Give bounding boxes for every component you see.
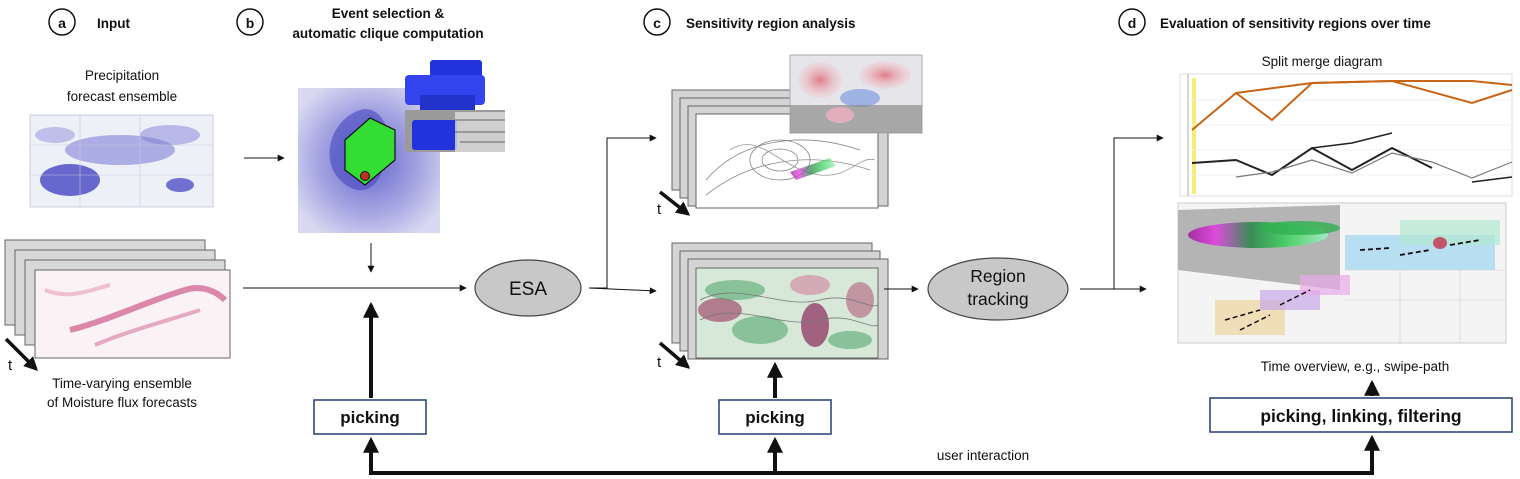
time-label-top: t (657, 201, 662, 218)
step-b-header: b Event selection & automatic clique com… (236, 6, 484, 41)
picking-label-b: picking (340, 408, 400, 427)
step-a-header: a Input (48, 8, 130, 36)
esa-node: ESA (474, 259, 582, 317)
time-label-bottom: t (657, 354, 662, 371)
split-merge-title: Split merge diagram (1262, 54, 1383, 69)
sensitivity-contour-stack (671, 54, 923, 209)
step-d-letter: d (1128, 15, 1137, 31)
event-selection-view (298, 60, 505, 233)
step-c-badge (643, 8, 671, 36)
picking-label-c: picking (745, 408, 805, 427)
user-interaction-label: user interaction (937, 448, 1029, 463)
selection-point-marker (360, 171, 370, 181)
step-b-letter: b (246, 15, 255, 31)
arrow-esa-to-regions (588, 287, 657, 295)
step-b-title-line2: automatic clique computation (292, 26, 483, 41)
step-d-title: Evaluation of sensitivity regions over t… (1160, 16, 1431, 31)
region-tracking-line1: Region (970, 266, 1025, 286)
time-label-input: t (8, 357, 13, 374)
region-tracking-node: Region tracking (927, 257, 1069, 321)
step-d-badge (1118, 8, 1146, 36)
time-arrow-input (4, 337, 38, 371)
selection-polygon (344, 117, 396, 186)
step-b-title-line1: Event selection & (332, 6, 445, 21)
time-arrow-top (658, 190, 691, 216)
precip-forecast-map (29, 114, 214, 208)
moisture-label-line2: of Moisture flux forecasts (47, 395, 197, 410)
step-b-badge (236, 8, 264, 36)
esa-label: ESA (509, 279, 547, 300)
arrow-esa-to-contours (589, 134, 657, 289)
precip-label-line2: forecast ensemble (67, 89, 177, 104)
picking-box-b[interactable]: picking (313, 399, 427, 435)
step-a-title: Input (97, 16, 130, 31)
arrow-tracking-to-splitmerge (1080, 134, 1164, 290)
picking-box-c[interactable]: picking (718, 399, 832, 435)
picking-linking-filtering-label: picking, linking, filtering (1260, 406, 1461, 426)
moisture-flux-stack (4, 239, 231, 359)
picking-linking-filtering-box[interactable]: picking, linking, filtering (1209, 397, 1513, 433)
step-c-title: Sensitivity region analysis (686, 16, 856, 31)
step-a-badge (48, 8, 76, 36)
time-overview-label: Time overview, e.g., swipe-path (1261, 359, 1450, 374)
swipe-path-overview (1177, 202, 1507, 344)
precip-label-line1: Precipitation (85, 68, 159, 83)
step-c-letter: c (653, 15, 661, 31)
step-a-letter: a (58, 15, 66, 31)
step-d-header: d Evaluation of sensitivity regions over… (1118, 8, 1431, 36)
moisture-label-line1: Time-varying ensemble (52, 376, 192, 391)
sensitivity-region-stack (671, 242, 889, 360)
region-tracking-line2: tracking (967, 289, 1028, 309)
time-arrow-bottom (658, 341, 691, 369)
split-merge-diagram (1179, 73, 1513, 197)
step-c-header: c Sensitivity region analysis (643, 8, 856, 36)
